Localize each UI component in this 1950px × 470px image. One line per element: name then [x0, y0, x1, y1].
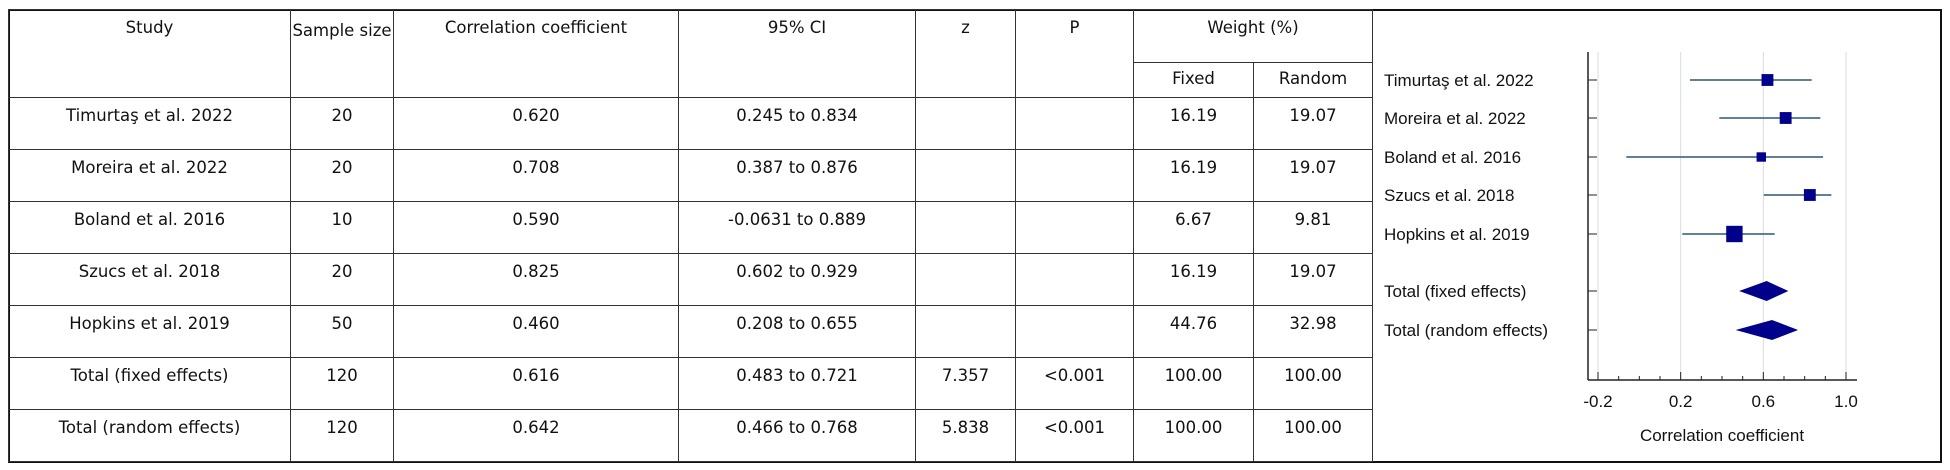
cell-weight-random: 100.00 — [1253, 357, 1373, 410]
cell-sample-size: 50 — [290, 305, 394, 358]
forest-plot: -0.2 0.2 0.6 1.0 Correlation coefficient Timu… — [1384, 52, 1858, 445]
pooled-diamond — [1739, 281, 1789, 301]
header-weight-fixed: Fixed — [1133, 62, 1254, 98]
cell-z — [915, 149, 1016, 202]
cell-correlation: 0.642 — [393, 409, 679, 462]
cell-weight-random: 100.00 — [1253, 409, 1373, 462]
cell-p — [1015, 253, 1134, 306]
cell-z — [915, 305, 1016, 358]
table-row: Boland et al. 2016 10 0.590 -0.0631 to 0.88… — [8, 201, 1373, 254]
cell-study: Hopkins et al. 2019 — [8, 305, 291, 358]
cell-p: <0.001 — [1015, 357, 1134, 410]
effect-square — [1756, 152, 1766, 162]
cell-weight-fixed: 100.00 — [1133, 357, 1254, 410]
x-tick-label: -0.2 — [1583, 392, 1612, 411]
meta-analysis-table: Study Sample size Correlation coefficien… — [8, 9, 1373, 462]
cell-p: <0.001 — [1015, 409, 1134, 462]
header-weight-random: Random — [1253, 62, 1373, 98]
effect-square — [1726, 225, 1743, 243]
cell-p — [1015, 97, 1134, 150]
header-sample-size: Sample size — [290, 9, 394, 98]
cell-ci: 0.245 to 0.834 — [678, 97, 916, 150]
cell-weight-random: 19.07 — [1253, 97, 1373, 150]
study-label: Timurtaş et al. 2022 — [1384, 71, 1534, 90]
cell-ci: 0.602 to 0.929 — [678, 253, 916, 306]
x-tick-label: 0.2 — [1669, 392, 1693, 411]
cell-correlation: 0.825 — [393, 253, 679, 306]
cell-ci: 0.208 to 0.655 — [678, 305, 916, 358]
cell-weight-fixed: 16.19 — [1133, 149, 1254, 202]
cell-weight-random: 19.07 — [1253, 149, 1373, 202]
cell-sample-size: 10 — [290, 201, 394, 254]
cell-study: Moreira et al. 2022 — [8, 149, 291, 202]
cell-correlation: 0.590 — [393, 201, 679, 254]
study-label: Moreira et al. 2022 — [1384, 109, 1526, 128]
study-label: Boland et al. 2016 — [1384, 148, 1521, 167]
cell-weight-fixed: 16.19 — [1133, 253, 1254, 306]
cell-correlation: 0.708 — [393, 149, 679, 202]
cell-ci: 0.483 to 0.721 — [678, 357, 916, 410]
total-label: Total (random effects) — [1384, 321, 1548, 340]
cell-sample-size: 20 — [290, 149, 394, 202]
cell-weight-fixed: 44.76 — [1133, 305, 1254, 358]
x-axis-label: Correlation coefficient — [1640, 426, 1804, 445]
cell-weight-random: 9.81 — [1253, 201, 1373, 254]
table-row: Total (random effects) 120 0.642 0.466 to 0… — [8, 409, 1373, 462]
header-p: P — [1015, 9, 1134, 98]
cell-z: 5.838 — [915, 409, 1016, 462]
cell-p — [1015, 305, 1134, 358]
table-row: Total (fixed effects) 120 0.616 0.483 to 0.… — [8, 357, 1373, 410]
header-correlation: Correlation coefficient — [393, 9, 679, 98]
effect-square — [1779, 112, 1792, 124]
cell-sample-size: 20 — [290, 253, 394, 306]
table-row: Hopkins et al. 2019 50 0.460 0.208 to 0.655… — [8, 305, 1373, 358]
header-ci: 95% CI — [678, 9, 916, 98]
cell-correlation: 0.460 — [393, 305, 679, 358]
study-label: Szucs et al. 2018 — [1384, 186, 1514, 205]
cell-study: Total (fixed effects) — [8, 357, 291, 410]
table-row: Timurtaş et al. 2022 20 0.620 0.245 to 0.83… — [8, 97, 1373, 150]
total-label: Total (fixed effects) — [1384, 282, 1526, 301]
cell-sample-size: 20 — [290, 97, 394, 150]
effect-square — [1761, 74, 1774, 86]
cell-z — [915, 253, 1016, 306]
table-row: Moreira et al. 2022 20 0.708 0.387 to 0.876… — [8, 149, 1373, 202]
cell-z: 7.357 — [915, 357, 1016, 410]
cell-study: Timurtaş et al. 2022 — [8, 97, 291, 150]
cell-correlation: 0.616 — [393, 357, 679, 410]
cell-correlation: 0.620 — [393, 97, 679, 150]
cell-weight-random: 32.98 — [1253, 305, 1373, 358]
header-z: z — [915, 9, 1016, 98]
cell-weight-fixed: 6.67 — [1133, 201, 1254, 254]
cell-ci: 0.387 to 0.876 — [678, 149, 916, 202]
table-row: Szucs et al. 2018 20 0.825 0.602 to 0.929 16… — [8, 253, 1373, 306]
cell-sample-size: 120 — [290, 409, 394, 462]
cell-study: Total (random effects) — [8, 409, 291, 462]
pooled-diamond — [1735, 320, 1799, 340]
cell-ci: -0.0631 to 0.889 — [678, 201, 916, 254]
cell-weight-fixed: 16.19 — [1133, 97, 1254, 150]
cell-p — [1015, 149, 1134, 202]
header-study: Study — [8, 9, 291, 98]
cell-study: Szucs et al. 2018 — [8, 253, 291, 306]
cell-ci: 0.466 to 0.768 — [678, 409, 916, 462]
study-label: Hopkins et al. 2019 — [1384, 225, 1530, 244]
x-tick-label: 1.0 — [1834, 392, 1858, 411]
cell-weight-random: 19.07 — [1253, 253, 1373, 306]
cell-sample-size: 120 — [290, 357, 394, 410]
cell-z — [915, 201, 1016, 254]
cell-p — [1015, 201, 1134, 254]
cell-z — [915, 97, 1016, 150]
effect-square — [1803, 189, 1816, 201]
header-weight: Weight (%) — [1133, 9, 1373, 63]
cell-weight-fixed: 100.00 — [1133, 409, 1254, 462]
cell-study: Boland et al. 2016 — [8, 201, 291, 254]
x-tick-label: 0.6 — [1752, 392, 1776, 411]
